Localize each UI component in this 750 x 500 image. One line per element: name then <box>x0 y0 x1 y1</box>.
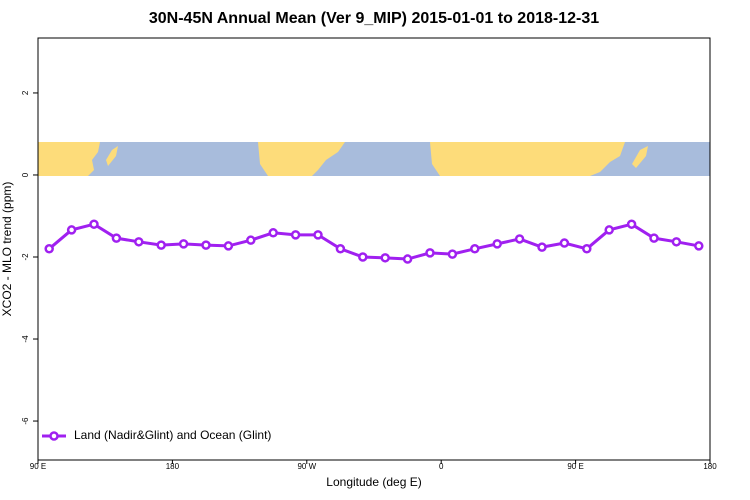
x-tick-label: 0 <box>439 462 444 471</box>
data-point <box>111 233 122 243</box>
plot-frame <box>37 37 711 461</box>
y-axis-label: XCO2 - MLO trend (ppm) <box>0 182 14 317</box>
map-band <box>38 142 710 176</box>
x-tick-label: 180 <box>166 462 180 471</box>
data-point <box>44 244 54 254</box>
chart-title: 30N-45N Annual Mean (Ver 9_MIP) 2015-01-… <box>149 10 599 27</box>
data-point <box>626 219 637 229</box>
x-tick-label: 90 W <box>297 462 316 471</box>
data-point <box>559 238 570 248</box>
series-line <box>48 222 700 261</box>
y-tick-label: 0 <box>21 172 30 177</box>
x-tick-label: 90 E <box>567 462 583 471</box>
data-point <box>134 237 144 247</box>
x-tick-label: 180 <box>703 462 717 471</box>
data-point <box>223 241 234 251</box>
data-point <box>156 240 166 250</box>
data-point <box>694 241 704 251</box>
legend-label: Land (Nadir&Glint) and Ocean (Glint) <box>74 428 271 442</box>
y-tick-label: -4 <box>21 335 30 343</box>
data-point <box>178 239 189 249</box>
data-point <box>268 228 278 238</box>
data-point <box>671 237 682 247</box>
data-point <box>492 239 502 249</box>
legend-marker <box>49 431 59 441</box>
data-point <box>290 230 301 240</box>
data-point <box>66 225 77 235</box>
y-tick-label: -2 <box>21 253 30 261</box>
data-point <box>313 230 323 240</box>
x-axis-label: Longitude (deg E) <box>326 475 421 489</box>
data-point <box>537 242 547 252</box>
data-point <box>582 244 592 254</box>
data-point <box>447 249 458 259</box>
y-tick-label: -6 <box>21 417 30 425</box>
data-point <box>470 244 480 254</box>
data-point <box>380 253 390 263</box>
data-point <box>649 233 659 243</box>
data-point <box>604 225 614 235</box>
y-tick-label: 2 <box>21 90 30 95</box>
data-point <box>246 235 256 245</box>
data-point <box>358 252 368 262</box>
data-point <box>425 248 435 258</box>
x-tick-label: 90 E <box>30 462 46 471</box>
data-point <box>201 240 211 250</box>
data-point <box>514 234 525 244</box>
data-point <box>89 219 99 229</box>
data-point <box>335 244 346 254</box>
data-point <box>402 254 413 264</box>
